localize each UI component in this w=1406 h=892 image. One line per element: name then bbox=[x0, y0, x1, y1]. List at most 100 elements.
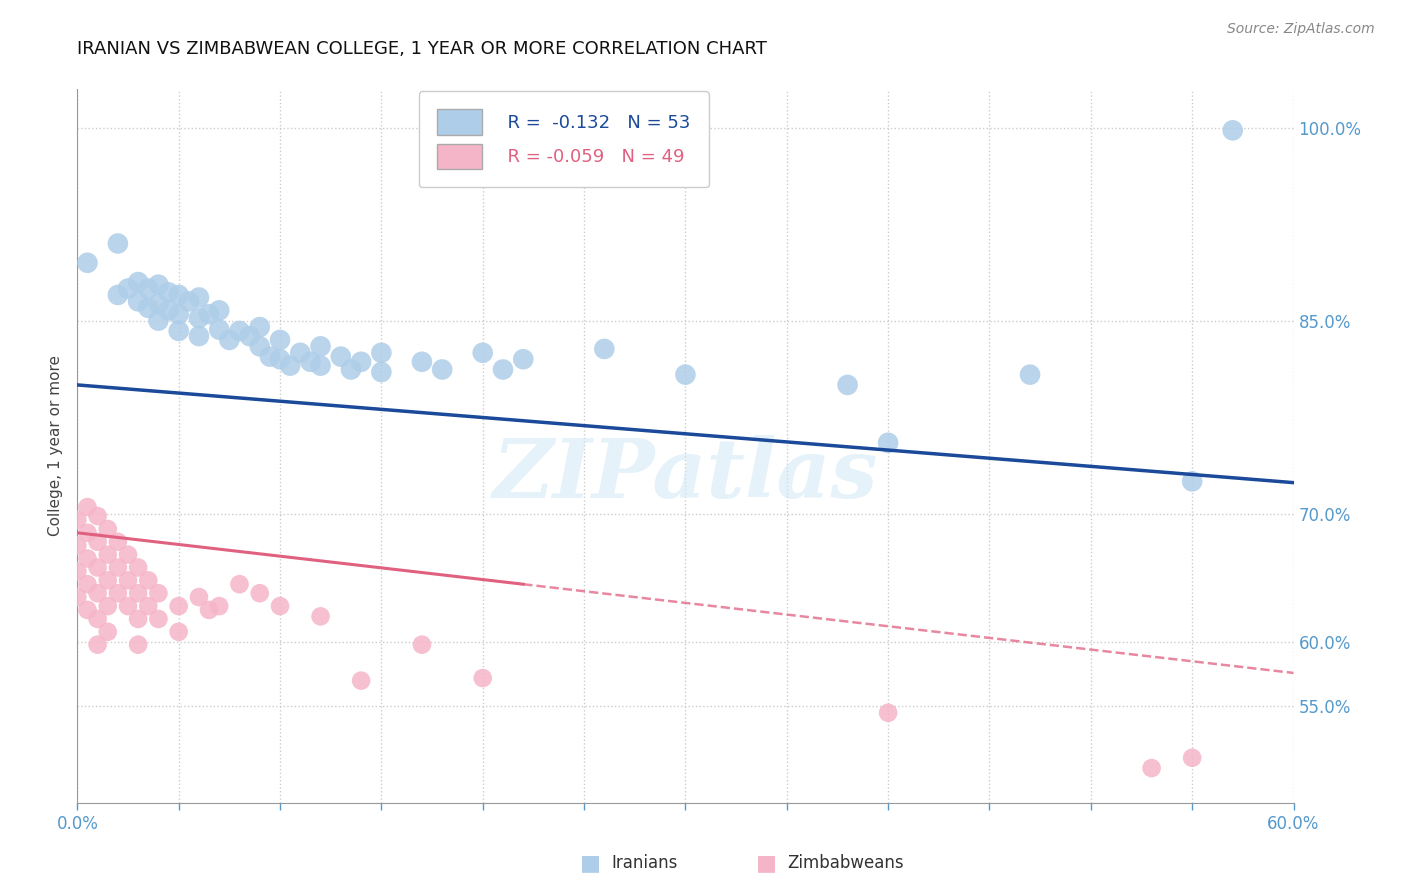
Point bbox=[593, 342, 616, 356]
Point bbox=[148, 586, 170, 600]
Point bbox=[117, 548, 139, 562]
Point bbox=[127, 560, 149, 574]
Point bbox=[97, 574, 120, 588]
Point bbox=[309, 339, 332, 353]
Point bbox=[107, 534, 129, 549]
Point bbox=[259, 350, 281, 364]
Point bbox=[76, 525, 98, 540]
Text: ■: ■ bbox=[756, 854, 776, 873]
Y-axis label: College, 1 year or more: College, 1 year or more bbox=[48, 356, 63, 536]
Point bbox=[512, 352, 534, 367]
Point bbox=[136, 599, 159, 613]
Point bbox=[309, 359, 332, 373]
Point bbox=[269, 352, 291, 367]
Text: IRANIAN VS ZIMBABWEAN COLLEGE, 1 YEAR OR MORE CORRELATION CHART: IRANIAN VS ZIMBABWEAN COLLEGE, 1 YEAR OR… bbox=[77, 40, 768, 58]
Point bbox=[66, 539, 89, 553]
Point bbox=[177, 294, 200, 309]
Point bbox=[86, 560, 108, 574]
Point bbox=[86, 638, 108, 652]
Point bbox=[66, 565, 89, 579]
Point bbox=[97, 624, 120, 639]
Point bbox=[370, 345, 392, 359]
Point bbox=[1181, 751, 1204, 765]
Point bbox=[492, 362, 515, 376]
Point bbox=[269, 599, 291, 613]
Point bbox=[97, 548, 120, 562]
Point bbox=[239, 329, 262, 343]
Point bbox=[198, 603, 221, 617]
Text: Source: ZipAtlas.com: Source: ZipAtlas.com bbox=[1227, 22, 1375, 37]
Point bbox=[370, 365, 392, 379]
Point bbox=[278, 359, 301, 373]
Point bbox=[188, 311, 211, 326]
Point bbox=[228, 577, 250, 591]
Point bbox=[1222, 123, 1244, 137]
Point bbox=[877, 435, 900, 450]
Point bbox=[76, 603, 98, 617]
Point bbox=[249, 586, 271, 600]
Point bbox=[675, 368, 697, 382]
Point bbox=[208, 323, 231, 337]
Point bbox=[188, 590, 211, 604]
Point bbox=[167, 307, 190, 321]
Point bbox=[76, 577, 98, 591]
Point bbox=[117, 574, 139, 588]
Point bbox=[76, 256, 98, 270]
Point bbox=[117, 599, 139, 613]
Text: Zimbabweans: Zimbabweans bbox=[787, 855, 904, 872]
Point bbox=[1181, 475, 1204, 489]
Point bbox=[76, 500, 98, 514]
Point bbox=[107, 288, 129, 302]
Point bbox=[86, 586, 108, 600]
Point bbox=[411, 638, 433, 652]
Point bbox=[167, 324, 190, 338]
Point bbox=[86, 534, 108, 549]
Point bbox=[218, 333, 240, 347]
Point bbox=[228, 324, 250, 338]
Point bbox=[157, 303, 180, 318]
Point bbox=[208, 599, 231, 613]
Point bbox=[97, 522, 120, 536]
Point bbox=[127, 612, 149, 626]
Point bbox=[136, 281, 159, 295]
Point bbox=[188, 329, 211, 343]
Point bbox=[117, 281, 139, 295]
Point bbox=[471, 671, 494, 685]
Point bbox=[167, 288, 190, 302]
Point bbox=[157, 285, 180, 300]
Point bbox=[198, 307, 221, 321]
Point bbox=[136, 301, 159, 315]
Point bbox=[107, 236, 129, 251]
Point bbox=[167, 624, 190, 639]
Point bbox=[837, 378, 859, 392]
Point bbox=[148, 297, 170, 311]
Point bbox=[107, 586, 129, 600]
Text: ZIPatlas: ZIPatlas bbox=[492, 434, 879, 515]
Point bbox=[430, 362, 453, 376]
Point bbox=[309, 609, 332, 624]
Point bbox=[188, 291, 211, 305]
Point bbox=[148, 612, 170, 626]
Legend:   R =  -0.132   N = 53,   R = -0.059   N = 49: R = -0.132 N = 53, R = -0.059 N = 49 bbox=[419, 91, 709, 187]
Point bbox=[411, 355, 433, 369]
Point bbox=[66, 590, 89, 604]
Point bbox=[1140, 761, 1163, 775]
Point bbox=[127, 638, 149, 652]
Point bbox=[97, 599, 120, 613]
Point bbox=[290, 345, 312, 359]
Point bbox=[167, 599, 190, 613]
Point bbox=[350, 673, 373, 688]
Point bbox=[127, 294, 149, 309]
Point bbox=[148, 277, 170, 292]
Point bbox=[76, 551, 98, 566]
Point bbox=[66, 513, 89, 527]
Point bbox=[249, 320, 271, 334]
Point bbox=[208, 303, 231, 318]
Point bbox=[136, 574, 159, 588]
Point bbox=[340, 362, 363, 376]
Point bbox=[471, 345, 494, 359]
Text: Iranians: Iranians bbox=[612, 855, 678, 872]
Point bbox=[877, 706, 900, 720]
Point bbox=[127, 275, 149, 289]
Point bbox=[107, 560, 129, 574]
